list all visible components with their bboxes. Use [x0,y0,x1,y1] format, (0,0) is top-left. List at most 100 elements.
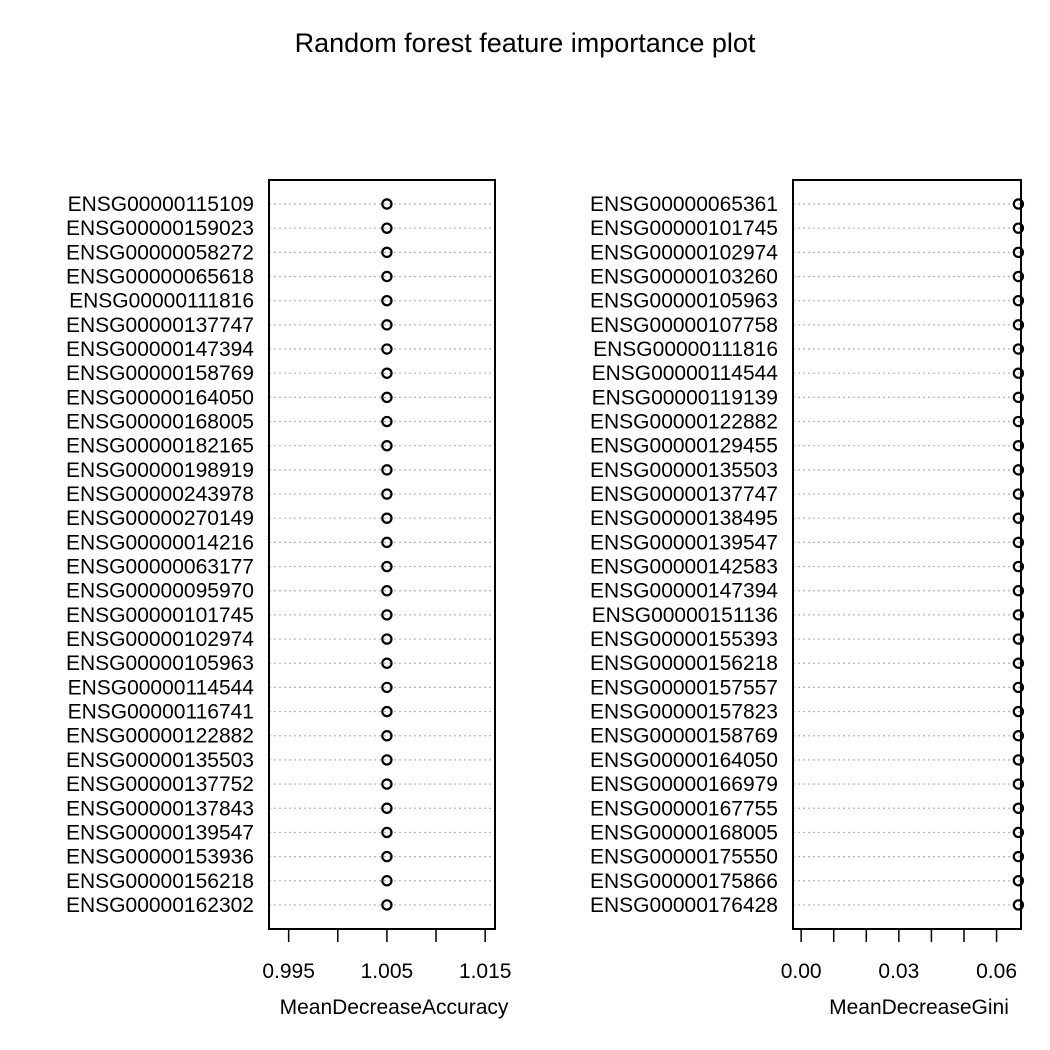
data-point [1012,899,1025,911]
data-point [381,319,393,331]
data-point [381,512,393,524]
category-label: ENSG00000102974 [590,241,778,264]
category-label: ENSG00000151136 [592,604,778,627]
data-point [1012,319,1025,331]
data-point [381,802,393,814]
data-point [1012,657,1025,669]
category-label: ENSG00000198919 [66,459,254,482]
data-point [1012,585,1025,597]
category-label: ENSG00000139547 [66,821,254,844]
data-point [1012,415,1025,428]
category-label: ENSG00000158769 [590,725,778,748]
category-label: ENSG00000182165 [66,435,254,458]
category-label: ENSG00000164050 [66,386,254,409]
x-tick-label: 0.995 [262,960,315,983]
chart-title: Random forest feature importance plot [294,28,756,58]
data-point [381,875,393,887]
category-label: ENSG00000168005 [66,411,254,434]
data-point [1012,367,1025,379]
data-point [381,560,393,573]
category-label: ENSG00000065618 [66,266,254,289]
category-label: ENSG00000122882 [66,725,254,748]
category-label: ENSG00000058272 [66,241,254,264]
x-tick-label: 1.015 [459,960,512,983]
data-point [381,440,393,452]
data-point [1012,536,1025,549]
category-label: ENSG00000095970 [66,580,254,603]
category-label: ENSG00000137747 [66,314,254,337]
category-label: ENSG00000175866 [590,870,778,893]
data-point [381,730,393,742]
data-point [1012,850,1025,863]
data-point [381,270,393,283]
x-tick-label: 0.03 [878,960,919,983]
category-label: ENSG00000065361 [590,193,778,216]
data-point [1012,198,1025,210]
category-label: ENSG00000158769 [66,362,254,385]
category-label: ENSG00000138495 [590,507,778,530]
data-point [381,343,393,355]
data-point [1012,270,1025,283]
category-label: ENSG00000122882 [590,411,778,434]
data-point [381,705,393,718]
category-label: ENSG00000135503 [590,459,778,482]
category-label: ENSG00000137843 [66,797,254,820]
data-point [381,609,393,621]
data-point [1012,802,1025,814]
data-point [1012,875,1025,887]
category-label: ENSG00000137752 [66,773,254,796]
data-point [381,246,393,259]
category-label: ENSG00000142583 [590,556,778,579]
category-label: ENSG00000105963 [590,290,778,313]
category-label: ENSG00000115109 [68,193,254,216]
data-point [381,850,393,863]
data-point [381,415,393,428]
data-point [1012,705,1025,718]
accuracy-panel: ENSG00000115109ENSG00000159023ENSG000000… [66,179,512,1019]
category-label: ENSG00000111816 [593,338,778,361]
data-point [1012,560,1025,573]
category-label: ENSG00000176428 [590,894,778,917]
data-point [1012,246,1025,259]
data-point [1012,512,1025,524]
x-tick-label: 1.005 [361,960,414,983]
category-label: ENSG00000107758 [590,314,778,337]
x-axis-label: MeanDecreaseGini [829,996,1009,1019]
category-label: ENSG00000270149 [66,507,254,530]
data-point [381,198,393,210]
data-point [381,536,393,549]
data-point [1012,826,1025,839]
data-point [1012,609,1025,621]
x-tick-label: 0.06 [976,960,1017,983]
category-label: ENSG00000164050 [590,749,778,772]
category-label: ENSG00000103260 [590,266,778,289]
category-label: ENSG00000166979 [590,773,778,796]
data-point [381,391,393,404]
category-label: ENSG00000114544 [592,362,779,385]
category-label: ENSG00000153936 [66,846,254,869]
category-label: ENSG00000168005 [590,821,778,844]
data-point [1012,294,1025,307]
category-label: ENSG00000135503 [66,749,254,772]
data-point [1012,778,1025,790]
data-point [381,585,393,597]
category-label: ENSG00000159023 [66,217,254,240]
category-label: ENSG00000101745 [66,604,254,627]
category-label: ENSG00000157823 [590,701,778,724]
category-label: ENSG00000102974 [66,628,254,651]
gini-panel: ENSG00000065361ENSG00000101745ENSG000001… [590,179,1025,1019]
data-point [1012,754,1025,766]
category-label: ENSG00000157557 [590,676,778,699]
data-point [1012,343,1025,355]
category-label: ENSG00000156218 [590,652,778,675]
category-label: ENSG00000175550 [590,846,778,869]
category-label: ENSG00000116741 [68,701,254,724]
category-label: ENSG00000156218 [66,870,254,893]
category-label: ENSG00000155393 [590,628,778,651]
category-label: ENSG00000105963 [66,652,254,675]
category-label: ENSG00000114544 [68,676,255,699]
data-point [1012,440,1025,452]
data-point [381,633,393,645]
data-point [381,464,393,476]
